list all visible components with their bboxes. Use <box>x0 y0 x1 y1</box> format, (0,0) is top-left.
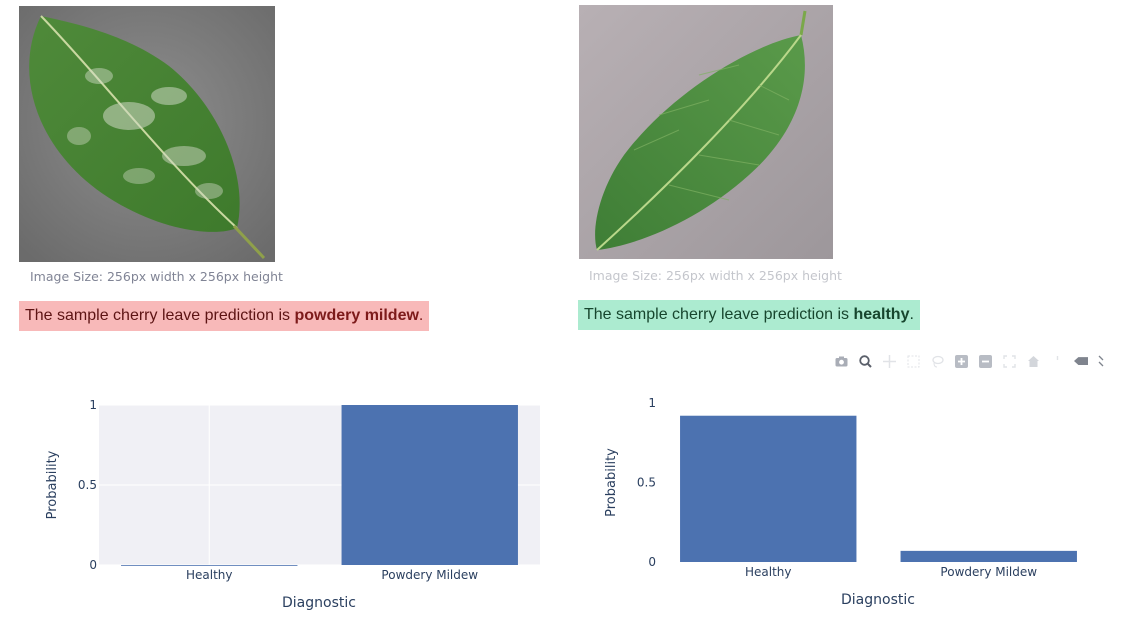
box-select-icon[interactable] <box>906 354 920 368</box>
left-y-tick-label: 0 <box>89 558 97 572</box>
right-x-tick-label: Healthy <box>745 565 792 579</box>
right-prediction-suffix: . <box>909 306 914 323</box>
left-prediction-prefix: The sample cherry leave prediction is <box>25 307 295 324</box>
right-x-axis-title: Diagnostic <box>841 592 915 608</box>
right-prediction-alert: The sample cherry leave prediction is he… <box>578 300 920 330</box>
zoom-icon[interactable] <box>858 354 872 368</box>
left-x-axis-title: Diagnostic <box>282 595 356 611</box>
right-y-tick-label: 0.5 <box>637 476 656 490</box>
right-probability-chart: 0 0.5 1 Healthy Powdery Mildew Diagnostic Prob… <box>560 380 1128 620</box>
zoom-out-icon[interactable] <box>978 354 992 368</box>
lasso-icon[interactable] <box>930 354 944 368</box>
spike-lines-icon[interactable] <box>1050 354 1064 368</box>
chart-modebar <box>834 352 1104 370</box>
left-y-tick-label: 0.5 <box>78 478 97 492</box>
left-prediction-alert: The sample cherry leave prediction is po… <box>19 301 430 331</box>
left-x-tick-label: Healthy <box>186 568 233 582</box>
left-chart-svg: 0 0.5 1 Healthy Powdery Mildew Diagnostic Prob… <box>45 398 540 611</box>
right-x-tick-label: Powdery Mildew <box>940 565 1037 579</box>
left-probability-chart: 0 0.5 1 Healthy Powdery Mildew Diagnostic Prob… <box>0 380 560 620</box>
zoom-in-icon[interactable] <box>954 354 968 368</box>
left-bar-powdery-mildew <box>341 405 518 565</box>
left-prediction-label: powdery mildew <box>294 307 419 324</box>
right-prediction-prefix: The sample cherry leave prediction is <box>584 306 854 323</box>
right-bar-powdery-mildew <box>900 550 1077 562</box>
right-prediction-label: healthy <box>853 306 910 323</box>
hover-compare-icon[interactable] <box>1098 354 1104 368</box>
right-bar-healthy <box>680 415 857 562</box>
pan-icon[interactable] <box>882 354 896 368</box>
left-y-axis-title: Probability <box>45 450 60 519</box>
autoscale-icon[interactable] <box>1002 354 1016 368</box>
camera-icon[interactable] <box>834 354 848 368</box>
healthy-leaf-image <box>579 5 833 259</box>
reset-axes-icon[interactable] <box>1026 354 1040 368</box>
right-chart-svg: 0 0.5 1 Healthy Powdery Mildew Diagnostic Prob… <box>604 396 1099 608</box>
right-image-caption: Image Size: 256px width x 256px height <box>589 268 842 283</box>
left-y-tick-label: 1 <box>89 398 97 412</box>
right-y-tick-label: 1 <box>648 396 656 410</box>
left-image-caption: Image Size: 256px width x 256px height <box>30 269 283 284</box>
left-prediction-suffix: . <box>418 307 424 324</box>
left-bar-healthy <box>121 565 298 566</box>
right-y-axis-title: Probability <box>604 448 619 517</box>
left-x-tick-label: Powdery Mildew <box>381 568 478 582</box>
right-y-tick-label: 0 <box>648 555 656 569</box>
powdery-mildew-leaf-image <box>19 6 275 262</box>
hover-closest-icon[interactable] <box>1074 354 1088 368</box>
